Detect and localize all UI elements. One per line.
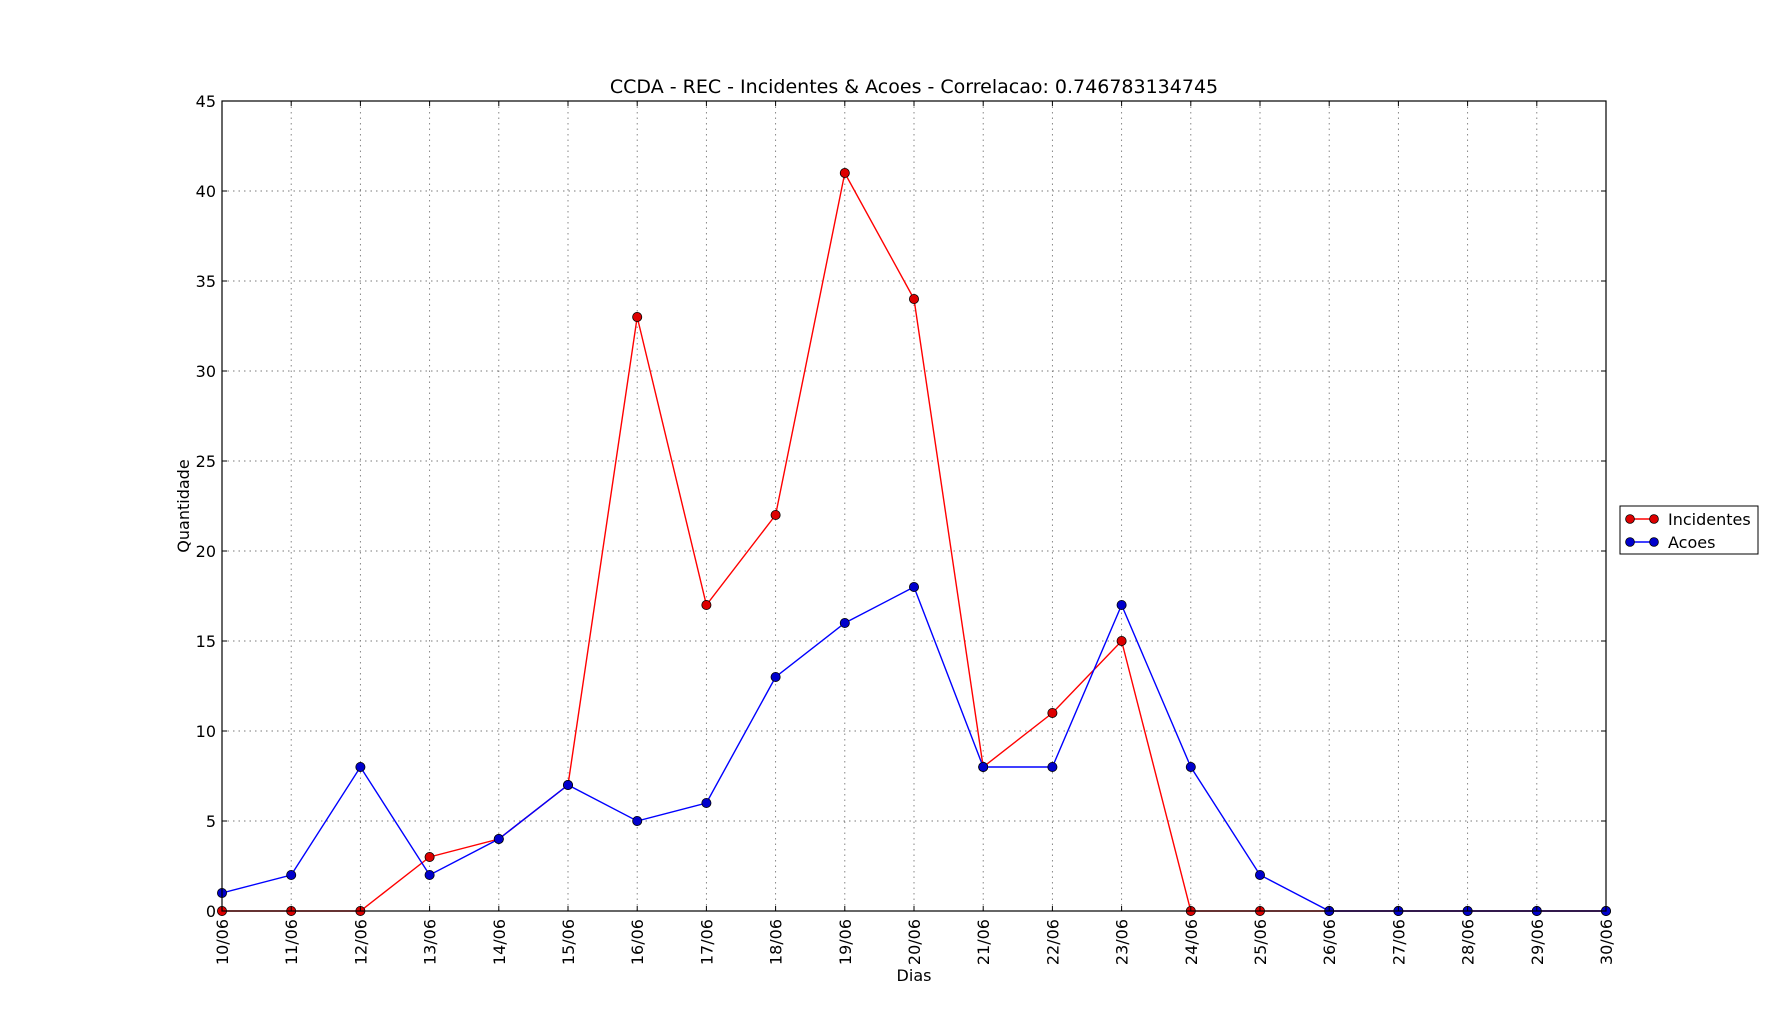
x-tick-label: 16/06 — [628, 919, 647, 965]
x-tick-label: 28/06 — [1459, 919, 1478, 965]
x-tick-label: 15/06 — [559, 919, 578, 965]
y-tick-label: 30 — [196, 362, 216, 381]
x-tick-label: 14/06 — [490, 919, 509, 965]
x-tick-label: 19/06 — [836, 919, 855, 965]
chart-title: CCDA - REC - Incidentes & Acoes - Correl… — [610, 76, 1218, 98]
x-tick-label: 27/06 — [1389, 919, 1408, 965]
legend: Incidentes Acoes — [1619, 505, 1759, 555]
x-tick-label: 10/06 — [213, 919, 232, 965]
legend-box — [1619, 505, 1759, 555]
legend-marker-incidentes — [1625, 514, 1635, 524]
x-tick-label: 26/06 — [1320, 919, 1339, 965]
x-tick-label: 12/06 — [351, 919, 370, 965]
legend-label-incidentes: Incidentes — [1668, 510, 1751, 529]
legend-label-acoes: Acoes — [1668, 533, 1715, 552]
ticks: 10/06 11/06 12/06 13/06 14/06 15/06 16/06 17/06… — [196, 92, 1616, 965]
y-tick-label: 15 — [196, 632, 216, 651]
legend-marker-acoes — [1649, 537, 1659, 547]
data-point-incidentes — [701, 600, 712, 611]
y-tick-label: 0 — [206, 902, 216, 921]
x-tick-label: 18/06 — [767, 919, 786, 965]
x-tick-label: 20/06 — [905, 919, 924, 965]
x-tick-label: 24/06 — [1182, 919, 1201, 965]
data-point-acoes — [770, 672, 781, 683]
x-tick-label: 11/06 — [282, 919, 301, 965]
x-axis-label: Dias — [897, 966, 932, 985]
data-point-incidentes — [839, 167, 850, 178]
data-point-acoes — [978, 762, 989, 773]
data-point-acoes — [493, 834, 504, 845]
data-point-incidentes — [1116, 636, 1127, 647]
y-tick-label: 20 — [196, 542, 216, 561]
y-tick-label: 10 — [196, 722, 216, 741]
y-tick-label: 25 — [196, 452, 216, 471]
data-point-acoes — [1255, 870, 1266, 881]
x-tick-label: 17/06 — [697, 919, 716, 965]
legend-marker-acoes — [1625, 537, 1635, 547]
x-tick-label: 21/06 — [974, 919, 993, 965]
y-axis-label: Quantidade — [174, 459, 193, 552]
x-tick-label: 22/06 — [1043, 919, 1062, 965]
grid — [221, 100, 1607, 912]
x-tick-label: 30/06 — [1597, 919, 1616, 965]
x-tick-label: 25/06 — [1251, 919, 1270, 965]
y-tick-label: 45 — [196, 92, 216, 111]
y-tick-label: 35 — [196, 272, 216, 291]
data-point-acoes — [355, 762, 366, 773]
legend-marker-incidentes — [1649, 514, 1659, 524]
data-point-acoes — [632, 816, 643, 827]
data-point-incidentes — [632, 311, 643, 322]
x-tick-label: 23/06 — [1113, 919, 1132, 965]
data-point-incidentes — [424, 852, 435, 863]
x-tick-label: 13/06 — [421, 919, 440, 965]
data-point-acoes — [701, 798, 712, 809]
data-point-acoes — [1047, 762, 1058, 773]
data-point-acoes — [909, 582, 920, 593]
x-tick-label: 29/06 — [1528, 919, 1547, 965]
y-tick-label: 5 — [206, 812, 216, 831]
data-point-incidentes — [1047, 708, 1058, 719]
data-point-acoes — [424, 870, 435, 881]
data-point-acoes — [1185, 762, 1196, 773]
data-point-acoes — [1116, 600, 1127, 611]
data-point-acoes — [839, 618, 850, 629]
data-point-acoes — [286, 870, 297, 881]
data-point-incidentes — [909, 293, 920, 304]
data-point-incidentes — [770, 509, 781, 520]
data-point-acoes — [563, 780, 574, 791]
y-tick-label: 40 — [196, 182, 216, 201]
